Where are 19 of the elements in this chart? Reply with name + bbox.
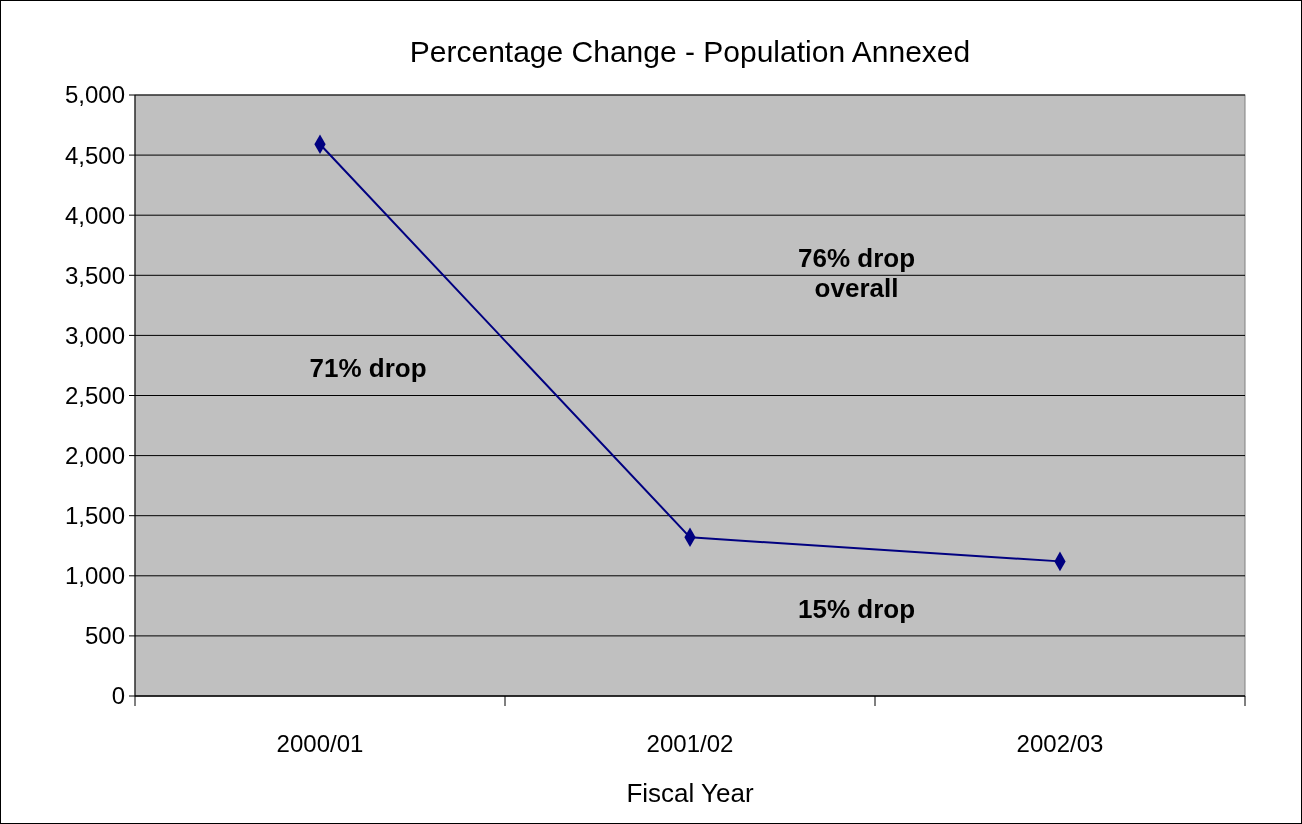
x-tick-label: 2000/01: [276, 730, 364, 757]
y-tick-label: 1,000: [64, 562, 125, 590]
y-tick-label: 4,000: [64, 201, 125, 229]
y-tick-label: 2,500: [64, 381, 125, 409]
chart-title: Percentage Change - Population Annexed: [409, 35, 971, 68]
annotation: 71% drop: [309, 353, 427, 384]
y-tick-label: 2,000: [64, 442, 125, 469]
x-tick-label: 2002/03: [1016, 730, 1104, 757]
y-tick-label: 3,500: [64, 261, 125, 289]
y-tick-label: 1,500: [64, 502, 125, 530]
y-tick-label: 3,000: [64, 321, 125, 349]
x-tick-label: 2001/02: [646, 730, 734, 757]
y-tick-label: 0: [111, 682, 125, 710]
annotation: 15% drop: [797, 593, 916, 624]
x-axis-title: Fiscal Year: [626, 778, 754, 808]
y-tick-label: 5,000: [64, 81, 125, 109]
annotation: 76% drop overall: [797, 243, 916, 304]
y-tick-label: 500: [84, 622, 125, 650]
y-tick-label: 4,500: [64, 141, 125, 169]
